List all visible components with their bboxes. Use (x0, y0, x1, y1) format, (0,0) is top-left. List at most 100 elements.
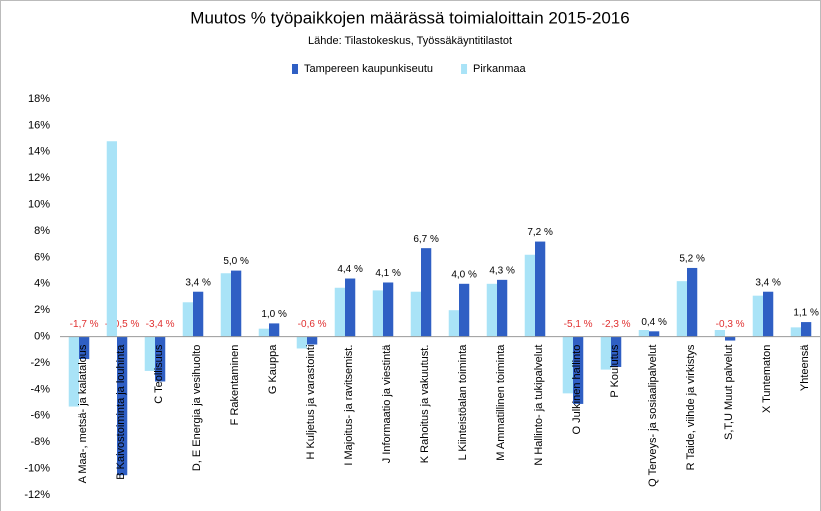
x-tick-label: C Teollisuus (153, 344, 165, 404)
data-label: 1,0 % (261, 309, 287, 320)
y-tick-label: -6% (30, 410, 50, 422)
y-tick-label: 8% (34, 225, 50, 237)
y-tick-label: 4% (34, 278, 50, 290)
bar (68, 336, 79, 407)
bar (611, 336, 622, 367)
data-label: 4,4 % (337, 264, 363, 275)
x-tick-label: O Julkinen hallinto (571, 345, 583, 435)
data-label: 1,1 % (793, 308, 819, 319)
bar (106, 141, 117, 337)
bar (638, 330, 649, 337)
y-tick-label: -8% (30, 436, 50, 448)
data-label: -3,4 % (146, 319, 175, 330)
y-tick-label: 10% (28, 199, 50, 211)
bar (144, 336, 155, 371)
bar (269, 323, 280, 337)
x-tick-label: D, E Energia ja vesihuolto (191, 345, 203, 472)
x-tick-label: R Taide, viihde ja virkistys (685, 344, 697, 470)
legend-label: Tampereen kaupunkiseutu (304, 63, 433, 75)
bar (562, 336, 573, 394)
bar (155, 336, 166, 382)
bar (763, 291, 774, 337)
bar (345, 278, 356, 337)
y-tick-label: 2% (34, 304, 50, 316)
bar (448, 310, 459, 337)
x-tick-label: Q Terveys- ja sosiaalipalvelut (647, 345, 659, 487)
bar (801, 322, 812, 337)
x-tick-label: P Koulutus (609, 344, 621, 398)
x-tick-label: S,T,U Muut palvelut (723, 345, 735, 440)
bar (524, 254, 535, 337)
x-tick-label: F Rakentaminen (229, 345, 241, 426)
bar (307, 336, 318, 345)
x-tick-label: B Kaivostoiminta ja louhinta (115, 344, 127, 480)
bar (687, 267, 698, 337)
bar (600, 336, 611, 370)
x-tick-label: G Kauppa (267, 344, 279, 394)
data-label: 3,4 % (755, 277, 781, 288)
data-label: -2,3 % (602, 319, 631, 330)
data-label: -0,3 % (716, 319, 745, 330)
data-label: 0,4 % (641, 317, 667, 328)
bar (573, 336, 584, 404)
x-tick-label: J Informaatio ja viestintä (381, 344, 393, 463)
bar (79, 336, 90, 360)
legend-label: Pirkanmaa (473, 63, 526, 75)
data-label: 6,7 % (413, 234, 439, 245)
bar (258, 328, 269, 337)
bar (383, 282, 394, 337)
bar (296, 336, 307, 349)
bar (535, 241, 546, 337)
y-tick-label: 14% (28, 146, 50, 158)
y-tick-label: 6% (34, 251, 50, 263)
bar (220, 273, 231, 337)
x-tick-label: X Tuntematon (761, 345, 773, 414)
data-label: -5,1 % (564, 319, 593, 330)
chart-subtitle: Lähde: Tilastokeskus, Työssäkäyntitilast… (308, 35, 512, 47)
bar (649, 331, 660, 337)
data-label: 4,0 % (451, 269, 477, 280)
x-tick-label: K Rahoitus ja vakuutust. (419, 345, 431, 464)
x-tick-label: N Hallinto- ja tukipalvelut (533, 345, 545, 466)
legend-swatch (461, 64, 468, 74)
x-tick-label: L Kiinteistöalan toiminta (457, 344, 469, 461)
bar (676, 281, 687, 337)
data-label: 5,0 % (223, 256, 249, 267)
y-tick-label: 16% (28, 119, 50, 131)
data-label: -1,7 % (70, 319, 99, 330)
bar (231, 270, 242, 337)
data-label: -0,6 % (298, 319, 327, 330)
data-label: 7,2 % (527, 227, 553, 238)
bar (421, 248, 432, 337)
bar (459, 283, 470, 337)
bar (193, 291, 204, 337)
y-tick-label: -4% (30, 383, 50, 395)
data-label: 4,3 % (489, 265, 515, 276)
legend-swatch (292, 64, 298, 74)
chart-title: Muutos % työpaikkojen määrässä toimialoi… (190, 8, 629, 27)
bar (334, 287, 345, 337)
y-tick-label: 12% (28, 172, 50, 184)
y-tick-label: 18% (28, 93, 50, 105)
bar (486, 283, 497, 337)
data-label: -10,5 % (105, 319, 140, 330)
bar (410, 291, 421, 337)
bar (182, 302, 193, 337)
x-tick-label: H Kuljetus ja varastointi (305, 345, 317, 460)
bar (790, 327, 801, 337)
data-label: 3,4 % (185, 277, 211, 288)
x-tick-label: M Ammatillinen toiminta (495, 344, 507, 461)
bar (752, 295, 763, 337)
x-tick-label: I Majoitus- ja ravitsemist. (343, 345, 355, 466)
y-tick-label: -10% (24, 463, 50, 475)
data-label: 4,1 % (375, 268, 401, 279)
x-tick-label: Yhteensä (799, 344, 811, 391)
y-tick-label: -12% (24, 489, 50, 501)
bar (372, 290, 383, 337)
bar (497, 279, 508, 337)
y-tick-label: -2% (30, 357, 50, 369)
data-label: 5,2 % (679, 254, 705, 265)
bar (117, 336, 128, 476)
